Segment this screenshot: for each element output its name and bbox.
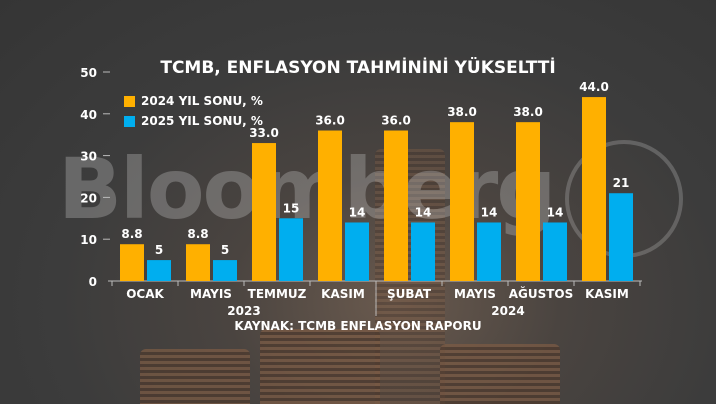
data-label: 33.0	[249, 126, 279, 140]
data-label: 5	[221, 243, 229, 257]
x-tick-label: KASIM	[585, 287, 629, 301]
legend-label: 2024 YIL SONU, %	[141, 94, 263, 108]
y-tick-label: 0	[89, 275, 97, 289]
legend-label: 2025 YIL SONU, %	[141, 114, 263, 128]
bar-2024	[318, 130, 342, 281]
x-tick-label: AĞUSTOS	[509, 286, 574, 301]
bar-2025	[477, 222, 501, 281]
bar-2024	[120, 244, 144, 281]
y-tick-label: 10	[80, 233, 97, 247]
coin-stack-decoration	[140, 349, 250, 404]
coin-stack-decoration	[440, 344, 560, 404]
chart-title: TCMB, ENFLASYON TAHMİNİNİ YÜKSELTTİ	[160, 58, 556, 78]
bar-2025	[543, 222, 567, 281]
data-label: 15	[283, 201, 300, 215]
legend-swatch	[124, 95, 135, 107]
legend-item: 2024 YIL SONU, %	[124, 94, 263, 108]
bar-2025	[411, 222, 435, 281]
data-label: 5	[155, 243, 163, 257]
bar-2024	[252, 143, 276, 281]
data-label: 44.0	[579, 80, 609, 94]
bar-2025	[213, 260, 237, 281]
data-label: 14	[547, 205, 564, 219]
bar-2025	[345, 222, 369, 281]
y-tick-label: 40	[80, 108, 97, 122]
source-note: KAYNAK: TCMB ENFLASYON RAPORU	[234, 319, 482, 333]
bar-2024	[582, 97, 606, 281]
bar-2025	[279, 218, 303, 281]
x-tick-label: OCAK	[126, 287, 164, 301]
coin-stack-decoration	[260, 329, 380, 404]
data-label: 8.8	[121, 227, 142, 241]
x-tick-label: KASIM	[321, 287, 365, 301]
x-tick-label: MAYIS	[190, 287, 232, 301]
data-label: 14	[415, 205, 432, 219]
year-label: 2024	[491, 304, 524, 318]
year-label: 2023	[227, 304, 260, 318]
x-tick-label: MAYIS	[454, 287, 496, 301]
bar-2024	[516, 122, 540, 281]
x-tick-label: ŞUBAT	[387, 287, 432, 301]
data-label: 14	[349, 205, 366, 219]
data-label: 36.0	[381, 114, 411, 128]
data-label: 14	[481, 205, 498, 219]
legend-item: 2025 YIL SONU, %	[124, 114, 263, 128]
legend-swatch	[124, 115, 135, 127]
data-label: 38.0	[513, 105, 543, 119]
data-label: 38.0	[447, 105, 477, 119]
x-tick-label: TEMMUZ	[248, 287, 307, 301]
bar-2025	[147, 260, 171, 281]
bar-2024	[186, 244, 210, 281]
y-tick-label: 30	[80, 150, 97, 164]
y-tick-label: 20	[80, 191, 97, 205]
data-label: 8.8	[187, 227, 208, 241]
bar-2025	[609, 193, 633, 281]
bar-2024	[384, 130, 408, 281]
y-tick-label: 50	[80, 66, 97, 80]
data-label: 21	[613, 176, 630, 190]
data-label: 36.0	[315, 114, 345, 128]
bar-2024	[450, 122, 474, 281]
